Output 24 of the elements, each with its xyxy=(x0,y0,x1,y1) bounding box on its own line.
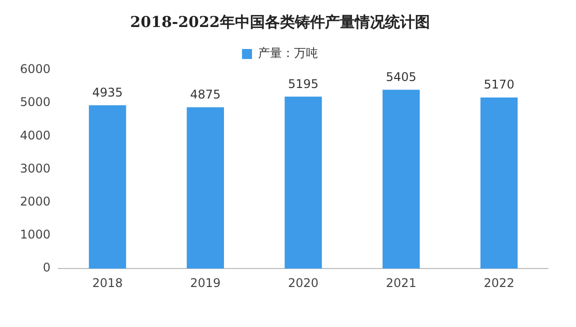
y-tick-label: 4000 xyxy=(20,128,51,142)
chart-title: 2018-2022年中国各类铸件产量情况统计图 xyxy=(130,12,430,31)
x-tick-label: 2019 xyxy=(190,276,221,290)
bar xyxy=(186,107,224,269)
data-label: 5170 xyxy=(484,78,514,92)
legend-label: 产量：万吨 xyxy=(258,46,318,60)
data-label: 5405 xyxy=(386,70,416,84)
x-tick-label: 2018 xyxy=(92,276,123,290)
bar xyxy=(88,105,126,269)
bar xyxy=(480,97,518,269)
bar xyxy=(284,96,322,269)
data-label: 4935 xyxy=(92,85,123,100)
data-label: 4875 xyxy=(190,87,221,102)
x-tick-label: 2020 xyxy=(288,276,319,290)
x-tick-label: 2021 xyxy=(386,276,416,290)
y-tick-label: 6000 xyxy=(20,62,51,76)
y-tick-label: 0 xyxy=(42,260,51,275)
data-label: 5195 xyxy=(288,76,319,91)
x-tick-label: 2022 xyxy=(484,276,514,290)
y-tick-label: 2000 xyxy=(20,194,51,209)
y-tick-label: 5000 xyxy=(20,95,51,110)
y-tick-label: 3000 xyxy=(20,161,51,176)
y-tick-label: 1000 xyxy=(20,228,51,242)
bar xyxy=(382,90,420,269)
